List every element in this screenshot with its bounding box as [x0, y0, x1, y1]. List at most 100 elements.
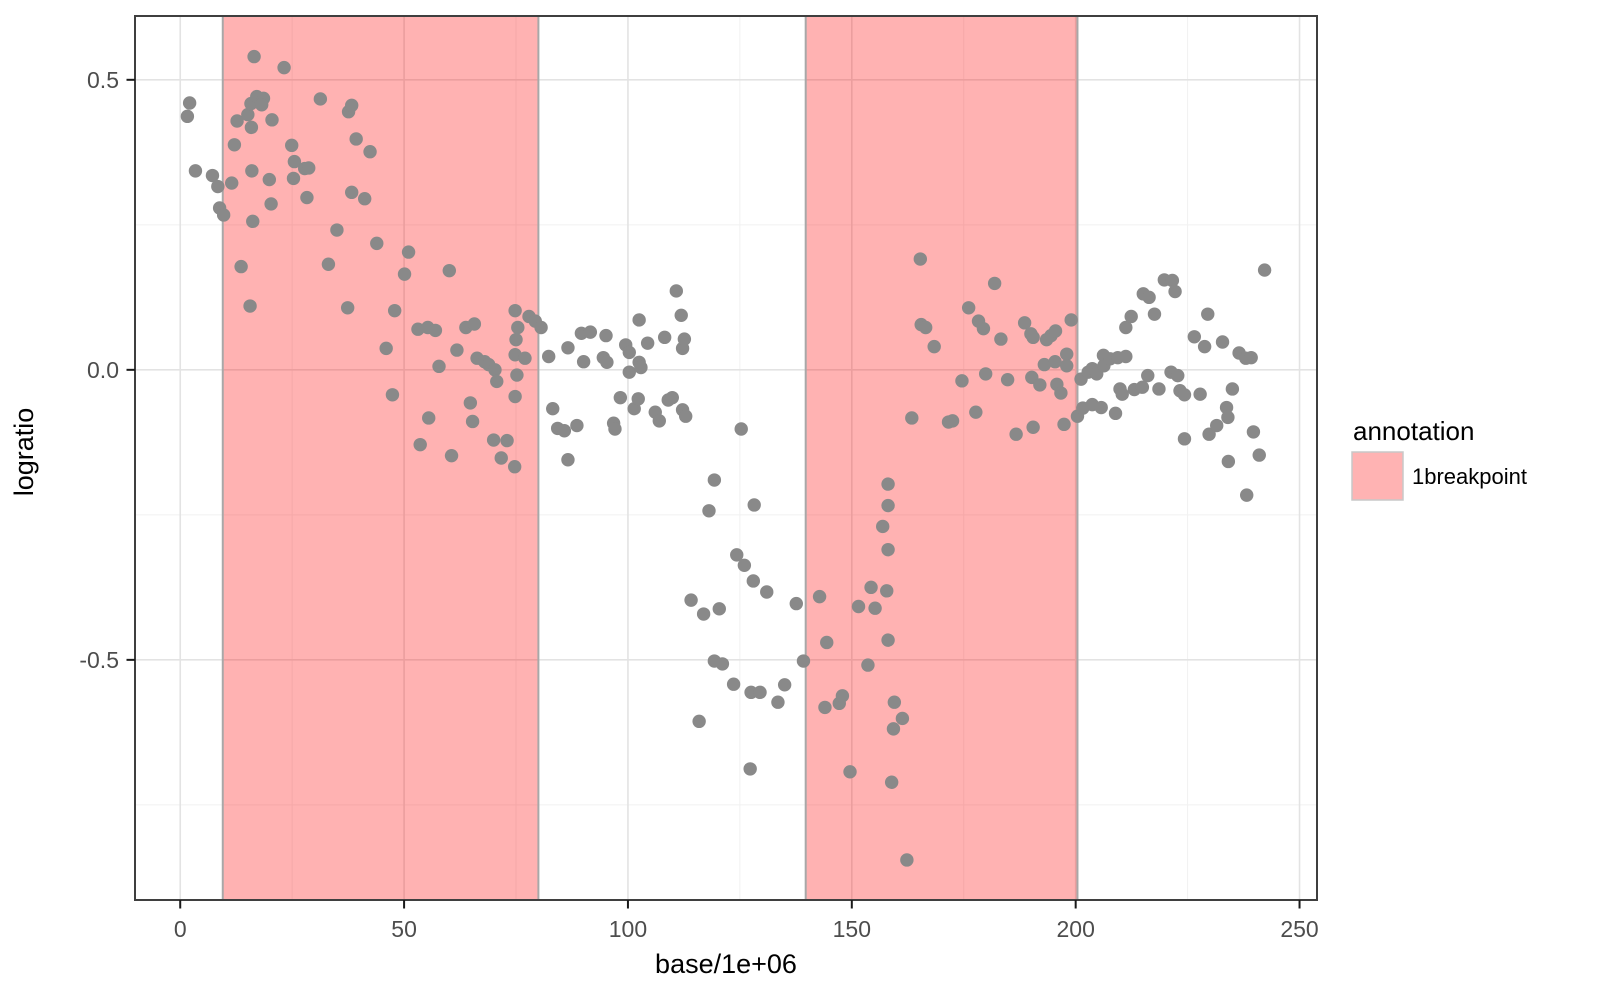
data-point	[241, 107, 255, 122]
data-point	[1168, 284, 1182, 299]
data-point	[777, 678, 792, 692]
data-point	[820, 635, 834, 650]
data-point	[1033, 378, 1047, 392]
data-point	[884, 775, 899, 789]
data-point	[1060, 347, 1074, 361]
data-point	[340, 301, 355, 315]
data-point	[1048, 324, 1063, 338]
data-point	[180, 109, 195, 124]
data-point	[1037, 357, 1052, 372]
data-point	[1202, 427, 1216, 441]
data-point	[771, 695, 785, 709]
legend-key-swatch	[1351, 451, 1404, 501]
data-point	[216, 208, 231, 222]
data-point	[886, 722, 901, 736]
data-point	[313, 92, 328, 106]
data-point	[262, 172, 277, 187]
data-point	[1221, 454, 1236, 469]
data-point	[669, 284, 684, 298]
data-point	[1026, 420, 1040, 434]
data-point	[1124, 309, 1138, 324]
data-point	[961, 301, 976, 315]
plot-panel-border	[134, 15, 1318, 901]
data-point	[1094, 400, 1108, 415]
data-point	[789, 596, 803, 611]
data-point	[760, 585, 774, 599]
data-point	[734, 422, 748, 436]
data-point	[349, 132, 363, 146]
data-point	[622, 365, 636, 379]
data-point	[715, 657, 730, 671]
data-point	[1147, 307, 1162, 321]
data-point	[976, 321, 991, 336]
data-point	[432, 359, 446, 374]
data-point	[1142, 290, 1156, 305]
data-point	[692, 714, 706, 729]
data-point	[561, 453, 575, 467]
data-point	[511, 320, 525, 335]
data-point	[864, 580, 878, 595]
annotation-bands-layer	[221, 16, 1079, 900]
data-point	[1197, 339, 1212, 354]
data-point	[287, 154, 302, 169]
y-tick-label: 0.0	[87, 357, 119, 383]
data-point	[1152, 382, 1166, 396]
data-point	[507, 460, 522, 474]
data-point	[1257, 263, 1272, 277]
data-point	[1177, 388, 1192, 402]
data-point	[632, 313, 646, 327]
data-point	[244, 120, 259, 135]
data-point	[674, 308, 688, 323]
annotation-band	[222, 16, 539, 900]
data-point	[1244, 350, 1258, 365]
data-point	[1187, 330, 1202, 344]
data-point	[450, 343, 464, 357]
data-point	[696, 607, 711, 621]
data-point	[881, 633, 895, 647]
data-point	[613, 390, 628, 405]
data-point	[994, 332, 1008, 346]
data-point	[1108, 406, 1123, 421]
data-point	[1252, 448, 1266, 462]
data-point	[1201, 307, 1215, 321]
data-point	[684, 593, 698, 607]
data-point	[385, 388, 400, 402]
data-point	[1177, 432, 1192, 446]
data-point	[561, 341, 575, 355]
data-point	[422, 411, 436, 425]
data-point	[955, 374, 969, 388]
data-point	[737, 558, 752, 573]
data-point	[600, 355, 614, 369]
data-point	[508, 389, 522, 404]
data-point	[712, 602, 726, 616]
data-point	[622, 345, 636, 360]
data-point	[1240, 488, 1254, 502]
data-point	[576, 355, 591, 369]
data-point	[726, 677, 741, 691]
data-point	[978, 367, 993, 381]
data-point	[880, 584, 894, 598]
data-point	[881, 542, 895, 557]
y-axis-title: logratio	[9, 408, 39, 497]
data-point	[509, 332, 523, 347]
data-point	[465, 414, 480, 429]
data-point	[345, 185, 359, 200]
data-point	[230, 114, 244, 128]
data-point	[969, 405, 983, 419]
data-point	[188, 164, 203, 178]
data-point	[583, 325, 598, 339]
data-point	[881, 477, 895, 491]
data-point	[234, 259, 248, 274]
data-point	[927, 339, 941, 354]
data-point	[746, 574, 761, 588]
data-point	[679, 409, 693, 423]
data-point	[1141, 368, 1155, 383]
x-tick-label: 250	[1280, 916, 1318, 942]
data-point	[730, 548, 744, 562]
axes-layer: 0 50 100 150 200 250 0.5 0.0 -0.5	[79, 67, 1318, 942]
data-point	[868, 601, 882, 615]
data-point	[881, 498, 895, 513]
data-point	[640, 336, 655, 350]
data-point	[918, 320, 933, 335]
